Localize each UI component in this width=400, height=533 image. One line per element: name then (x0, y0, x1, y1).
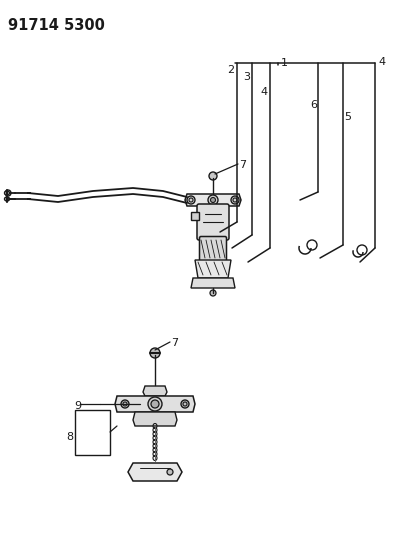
Text: 4: 4 (260, 87, 267, 97)
Text: 9: 9 (74, 401, 81, 411)
Circle shape (121, 400, 129, 408)
Circle shape (187, 196, 195, 204)
Circle shape (167, 469, 173, 475)
Circle shape (181, 400, 189, 408)
Ellipse shape (4, 191, 10, 195)
Text: 6: 6 (310, 100, 317, 110)
Text: 7: 7 (239, 160, 246, 170)
Circle shape (208, 195, 218, 205)
Text: 4: 4 (378, 57, 385, 67)
Polygon shape (128, 463, 182, 481)
Circle shape (150, 348, 160, 358)
FancyBboxPatch shape (197, 204, 229, 240)
FancyBboxPatch shape (200, 237, 226, 262)
Circle shape (209, 172, 217, 180)
Text: 7: 7 (171, 338, 178, 348)
Circle shape (148, 397, 162, 411)
Text: 5: 5 (344, 112, 351, 122)
Polygon shape (185, 194, 241, 206)
Circle shape (210, 198, 216, 203)
Text: 1: 1 (281, 58, 288, 68)
Circle shape (151, 400, 159, 408)
Circle shape (210, 290, 216, 296)
Polygon shape (191, 278, 235, 288)
Text: 2: 2 (227, 65, 234, 75)
Polygon shape (115, 396, 195, 412)
Ellipse shape (4, 197, 10, 201)
Text: 8: 8 (66, 432, 73, 442)
Polygon shape (195, 260, 231, 278)
Text: 3: 3 (243, 72, 250, 82)
Bar (191, 212, 199, 220)
Text: 91714 5300: 91714 5300 (8, 18, 105, 33)
Polygon shape (143, 386, 167, 396)
Circle shape (231, 196, 239, 204)
Polygon shape (133, 412, 177, 426)
